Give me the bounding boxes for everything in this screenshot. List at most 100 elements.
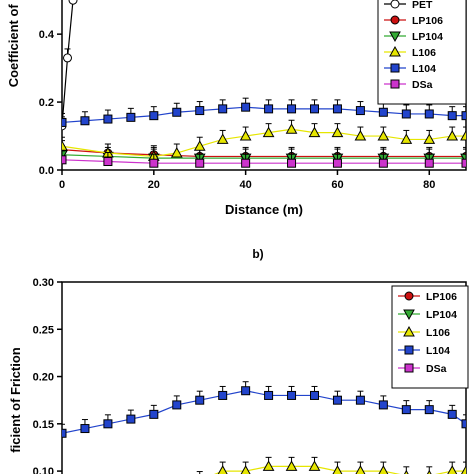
- legend-marker: [390, 79, 400, 89]
- data-point: [287, 390, 297, 400]
- data-point: [424, 109, 434, 119]
- legend-label: L104: [412, 63, 436, 75]
- data-point: [193, 140, 206, 151]
- legend-label: DSa: [426, 363, 447, 375]
- data-point: [262, 460, 275, 471]
- data-point: [377, 130, 390, 141]
- data-point: [354, 130, 367, 141]
- data-point: [403, 469, 409, 474]
- data-point: [239, 130, 252, 141]
- data-point: [126, 112, 136, 122]
- x-tick-label: 20: [148, 179, 160, 191]
- series-l104: [62, 381, 466, 438]
- data-point: [426, 469, 432, 474]
- data-point: [149, 111, 159, 121]
- series-group: [62, 0, 466, 168]
- data-point: [355, 106, 365, 116]
- chart-panel-b: 0.10 0.15 0.20 0.25 0.30 ficient of Friction b…: [8, 247, 469, 474]
- data-point: [332, 465, 343, 474]
- legend-marker: [403, 325, 415, 337]
- legend-label: L104: [426, 345, 450, 357]
- data-point: [241, 102, 251, 112]
- x-tick-label: 60: [331, 179, 343, 191]
- data-point: [241, 158, 251, 168]
- legend-label: L106: [412, 47, 436, 59]
- data-point: [264, 104, 274, 114]
- legend-marker: [390, 63, 400, 73]
- y-tick-label: 0.2: [39, 97, 54, 109]
- data-point: [216, 133, 229, 144]
- legend-label: PET: [412, 0, 433, 11]
- legend-marker: [403, 309, 415, 321]
- data-point: [195, 158, 205, 168]
- data-point: [262, 126, 275, 138]
- data-point: [332, 395, 342, 405]
- legend-marker: [404, 345, 414, 355]
- data-point: [80, 424, 90, 434]
- data-point: [460, 130, 466, 141]
- series-pet: [62, 0, 78, 131]
- data-point: [126, 414, 136, 424]
- data-point: [149, 158, 159, 168]
- data-point: [308, 126, 321, 138]
- data-point: [62, 428, 67, 438]
- legend-label: LP106: [412, 15, 443, 27]
- series-line: [62, 154, 466, 159]
- data-point: [378, 400, 388, 410]
- data-point: [172, 400, 182, 410]
- data-point: [331, 126, 344, 138]
- data-point: [332, 104, 342, 114]
- data-point: [355, 395, 365, 405]
- data-point: [310, 104, 319, 114]
- legend-marker: [404, 363, 414, 373]
- data-point: [461, 111, 466, 121]
- data-point: [308, 460, 321, 471]
- series-l104: [62, 97, 466, 127]
- data-point: [103, 419, 113, 429]
- series-l106: [196, 456, 466, 474]
- data-point: [378, 107, 388, 117]
- data-point: [401, 405, 411, 415]
- legend-label: LP106: [426, 291, 457, 303]
- y-tick-label: 0.15: [33, 419, 54, 431]
- data-point: [62, 155, 67, 165]
- data-point: [378, 465, 389, 474]
- data-point: [285, 460, 298, 471]
- data-point: [63, 53, 73, 63]
- y-tick-label: 0.4: [39, 29, 55, 41]
- data-point: [285, 123, 298, 134]
- series-line: [62, 0, 74, 126]
- data-point: [287, 158, 297, 168]
- y-axis-label: ficient of Friction: [8, 347, 23, 453]
- data-point: [461, 465, 466, 474]
- series-line: [214, 465, 466, 474]
- data-point: [80, 116, 90, 126]
- data-point: [264, 390, 274, 400]
- y-axis-label: Coefficient of F: [6, 0, 21, 87]
- series-group: [62, 381, 466, 474]
- legend-label: DSa: [412, 79, 433, 91]
- data-point: [195, 106, 205, 116]
- y-tick-label: 0.20: [33, 372, 54, 384]
- data-point: [240, 465, 251, 474]
- legend-marker: [389, 45, 401, 57]
- data-point: [103, 157, 113, 167]
- data-point: [378, 158, 388, 168]
- series-line: [62, 159, 466, 164]
- legend-marker: [390, 0, 400, 9]
- x-axis-label: Distance (m): [225, 202, 303, 217]
- data-point: [447, 111, 457, 121]
- y-tick-label: 0.10: [33, 466, 54, 474]
- data-point: [423, 133, 436, 144]
- data-point: [400, 133, 413, 144]
- data-point: [217, 465, 228, 474]
- y-tick-label: 0.30: [33, 277, 54, 289]
- panel-label: b): [252, 247, 263, 261]
- data-point: [287, 104, 297, 114]
- data-point: [62, 140, 68, 151]
- y-tick-label: 0.0: [39, 165, 54, 177]
- series-l106: [62, 119, 466, 161]
- series-line: [62, 149, 466, 158]
- y-tick-label: 0.25: [33, 324, 54, 336]
